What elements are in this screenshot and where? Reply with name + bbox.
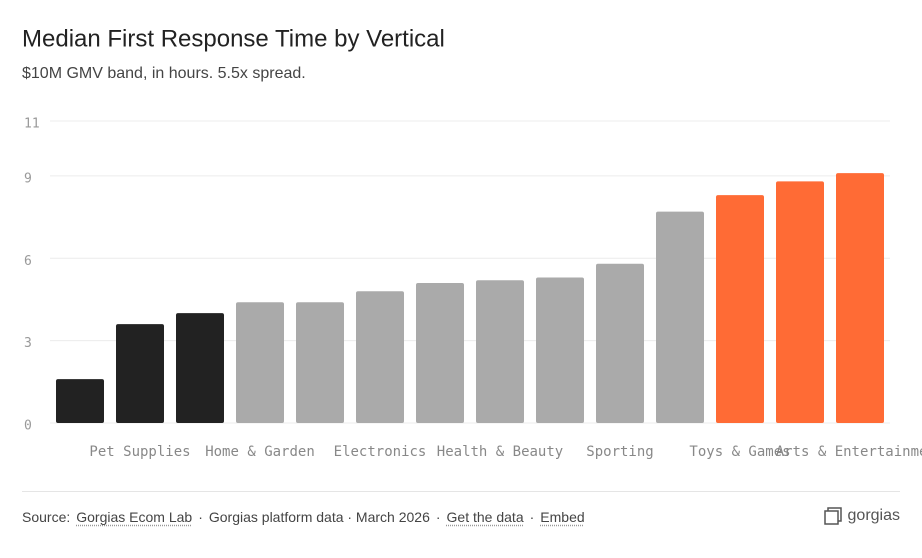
separator: · [529,509,535,525]
chart-title: Median First Response Time by Vertical [22,25,445,52]
footer: Source: Gorgias Ecom Lab · Gorgias platf… [22,509,585,525]
data-link[interactable]: Get the data [446,509,524,525]
embed-link[interactable]: Embed [540,509,585,525]
bar [596,263,644,423]
source-link[interactable]: Gorgias Ecom Lab [76,509,193,525]
bar [836,173,884,423]
bar [356,291,404,423]
brand: gorgias [823,507,900,525]
source-label: Source: [22,509,71,525]
y-tick-label: 9 [24,171,32,186]
bar [776,181,824,423]
x-tick-label: Electronics [334,444,427,460]
bar [296,302,344,423]
separator: · [198,509,203,525]
bar [236,302,284,423]
x-tick-label: Toys & Games [689,444,790,460]
y-tick-label: 6 [24,254,32,269]
x-tick-label: Pet Supplies [89,444,190,460]
chart: Median First Response Time by Vertical $… [22,25,922,460]
separator: · [435,509,441,525]
bar [116,324,164,423]
bar [476,280,524,423]
x-tick-label: Arts & Entertainment [776,444,922,460]
brand-icon [823,507,842,525]
bar [176,313,224,423]
y-tick-label: 11 [24,117,40,132]
bar [416,282,464,423]
source-detail: Gorgias platform data · March 2026 [208,509,430,525]
bar [716,195,764,423]
x-tick-label: Home & Garden [205,444,315,460]
x-tick-label: Health & Beauty [437,444,563,460]
chart-subtitle: $10M GMV band, in hours. 5.5x spread. [22,65,306,82]
bar [656,211,704,423]
brand-name: gorgias [847,507,900,524]
x-tick-label: Sporting [586,444,653,460]
divider [22,491,900,492]
y-tick-label: 3 [24,336,32,351]
bar [536,277,584,423]
y-tick-label: 0 [24,419,32,434]
bar [56,379,104,423]
